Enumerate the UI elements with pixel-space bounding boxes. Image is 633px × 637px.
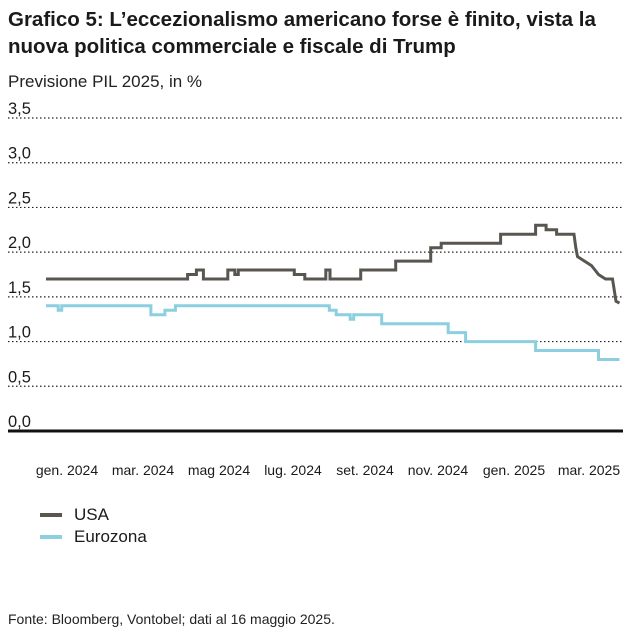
- line-chart: 0,0 0,5 1,0 1,5 2,0 2,5 3,0 3,5 gen. 2024 mar. 20…: [8, 100, 623, 478]
- x-tick-label: gen. 2025: [483, 462, 545, 478]
- chart-legend: USA Eurozona: [40, 504, 147, 548]
- series-line-eurozona: [46, 304, 620, 361]
- chart-subtitle: Previsione PIL 2025, in %: [8, 72, 203, 91]
- source-note: Fonte: Bloomberg, Vontobel; dati al 16 m…: [8, 611, 335, 627]
- x-tick-label: mag 2024: [188, 462, 250, 478]
- legend-label-eurozona: Eurozona: [74, 527, 147, 546]
- legend-item-usa[interactable]: USA: [40, 504, 147, 526]
- y-tick-label: 1,0: [8, 324, 31, 342]
- chart-title: Grafico 5: L’eccezionalismo americano fo…: [8, 8, 596, 58]
- y-tick-label: 1,5: [8, 279, 31, 297]
- y-tick-label: 0,5: [8, 368, 31, 386]
- legend-item-eurozona[interactable]: Eurozona: [40, 526, 147, 548]
- y-tick-label: 2,0: [8, 234, 31, 252]
- x-tick-label: set. 2024: [336, 462, 394, 478]
- x-tick-label: mar. 2025: [558, 462, 620, 478]
- y-tick-label: 0,0: [8, 413, 31, 431]
- y-tick-label: 3,0: [8, 145, 31, 163]
- legend-label-usa: USA: [74, 505, 109, 524]
- x-tick-label: mar. 2024: [112, 462, 174, 478]
- y-tick-label: 3,5: [8, 100, 31, 118]
- x-tick-label: lug. 2024: [264, 462, 322, 478]
- legend-swatch-usa: [40, 513, 62, 517]
- x-tick-label: gen. 2024: [36, 462, 98, 478]
- x-tick-label: nov. 2024: [408, 462, 469, 478]
- y-tick-label: 2,5: [8, 189, 31, 207]
- series-line-usa: [46, 223, 621, 305]
- legend-swatch-eurozona: [40, 535, 62, 539]
